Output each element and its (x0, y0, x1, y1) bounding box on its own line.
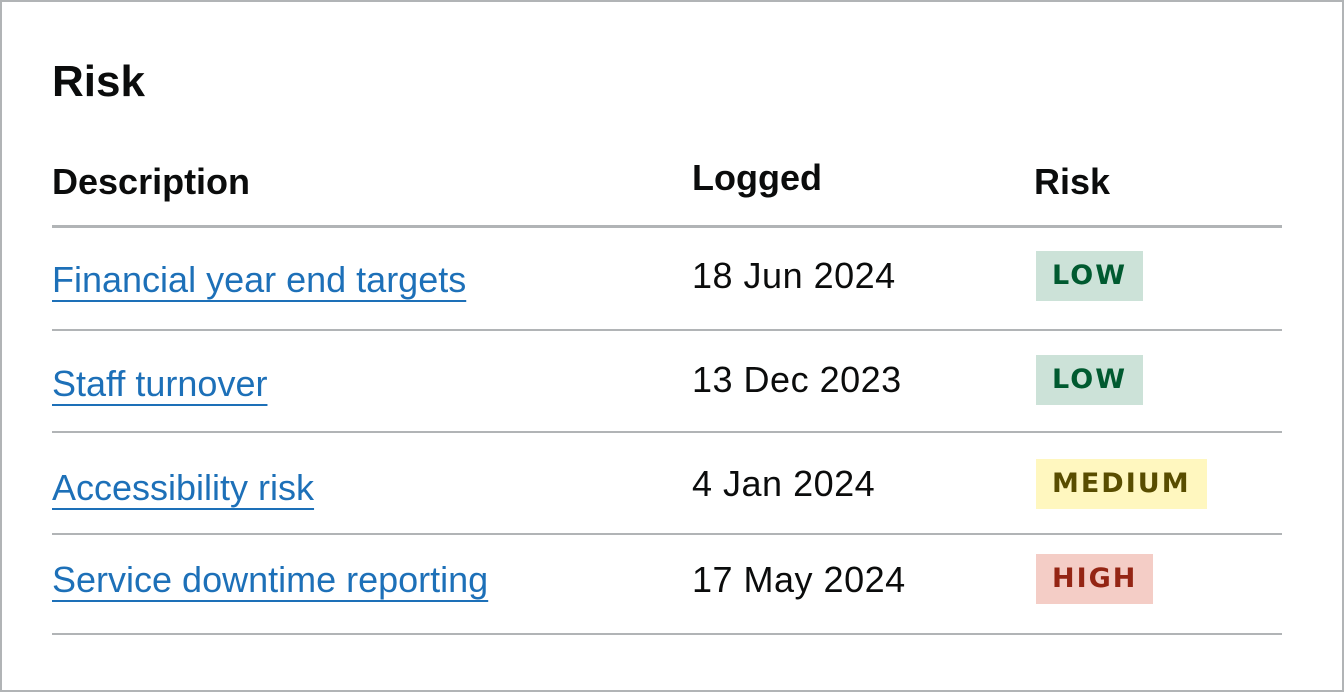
risk-description-link[interactable]: Accessibility risk (52, 467, 315, 508)
risk-tag: LOW (1036, 355, 1143, 405)
table-row: Service downtime reporting 17 May 2024 H… (52, 535, 1282, 635)
table-row: Staff turnover 13 Dec 2023 LOW (52, 331, 1282, 433)
logged-date: 17 May 2024 (692, 559, 906, 600)
risk-tag: LOW (1036, 251, 1143, 301)
risk-table: Description Logged Risk Financial year e… (52, 150, 1282, 635)
logged-date: 4 Jan 2024 (692, 463, 876, 504)
risk-description-link[interactable]: Service downtime reporting (52, 559, 489, 600)
table-row: Financial year end targets 18 Jun 2024 L… (52, 228, 1282, 331)
table-header: Description Logged Risk (52, 150, 1282, 228)
risk-tag: MEDIUM (1036, 459, 1207, 509)
logged-date: 13 Dec 2023 (692, 359, 902, 400)
page-title: Risk (52, 57, 145, 106)
risk-tag: HIGH (1036, 554, 1154, 604)
risk-description-link[interactable]: Staff turnover (52, 363, 268, 404)
column-header-logged: Logged (692, 157, 822, 198)
table-row: Accessibility risk 4 Jan 2024 MEDIUM (52, 433, 1282, 535)
column-header-description: Description (52, 161, 251, 202)
column-header-risk: Risk (1034, 161, 1111, 202)
risk-description-link[interactable]: Financial year end targets (52, 259, 467, 300)
logged-date: 18 Jun 2024 (692, 255, 896, 296)
